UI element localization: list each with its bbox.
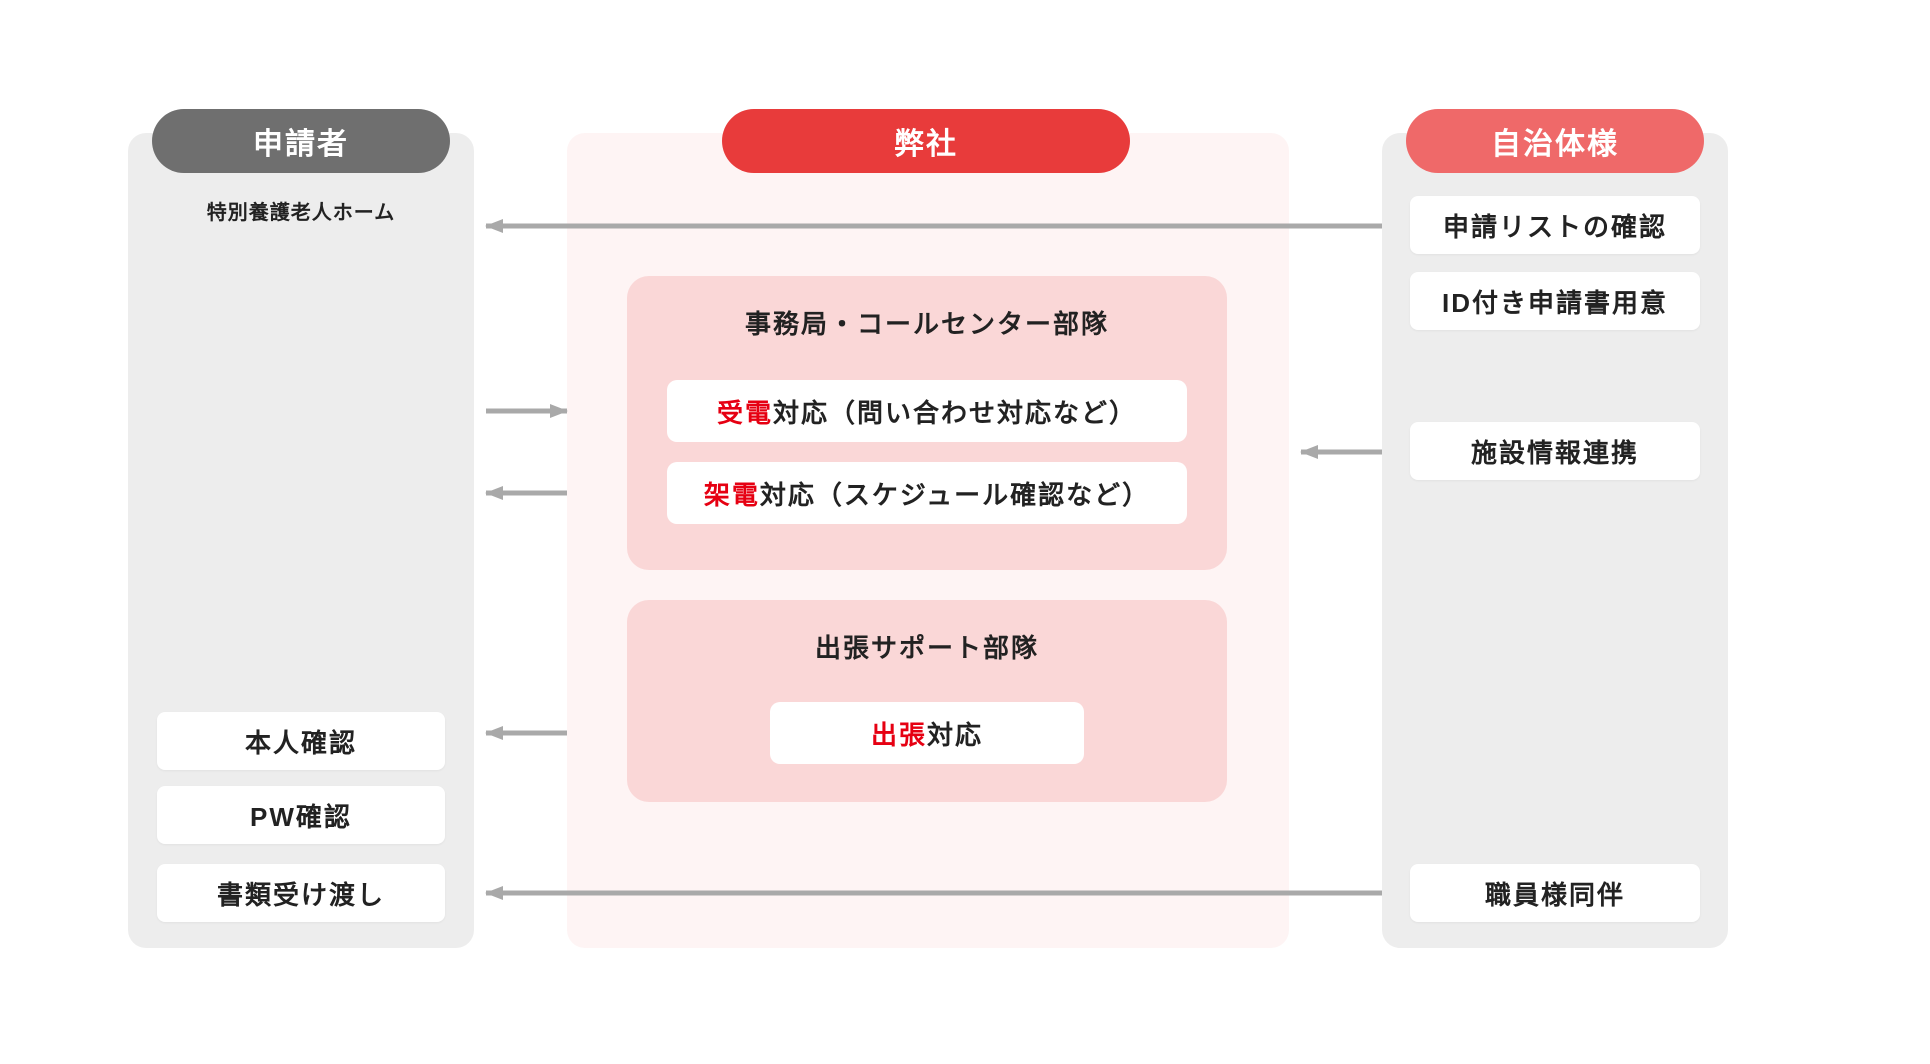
company-inner-title: 出張サポート部隊 bbox=[627, 628, 1227, 665]
municipality-card: 職員様同伴 bbox=[1410, 864, 1700, 922]
company-inner-card: 出張対応 bbox=[770, 702, 1084, 764]
municipality-card: ID付き申請書用意 bbox=[1410, 272, 1700, 330]
municipality-panel bbox=[1382, 133, 1728, 948]
municipality-pill: 自治体様 bbox=[1406, 109, 1704, 173]
applicant-pill: 申請者 bbox=[152, 109, 450, 173]
company-inner-card: 受電対応（問い合わせ対応など） bbox=[667, 380, 1187, 442]
diagram-stage: 申請者 特別養護老人ホーム 本人確認 PW確認書類受け渡し 弊社 事務局・コールセ… bbox=[0, 0, 1930, 1064]
municipality-card: 施設情報連携 bbox=[1410, 422, 1700, 480]
municipality-card: 申請リストの確認 bbox=[1410, 196, 1700, 254]
applicant-card: PW確認 bbox=[157, 786, 445, 844]
company-pill: 弊社 bbox=[722, 109, 1130, 173]
company-inner-title: 事務局・コールセンター部隊 bbox=[627, 304, 1227, 341]
applicant-card: 書類受け渡し bbox=[157, 864, 445, 922]
applicant-pill-label: 申請者 bbox=[253, 119, 349, 163]
municipality-pill-label: 自治体様 bbox=[1491, 119, 1619, 163]
applicant-sublabel: 特別養護老人ホーム bbox=[128, 196, 474, 225]
company-inner-card: 架電対応（スケジュール確認など） bbox=[667, 462, 1187, 524]
company-pill-label: 弊社 bbox=[894, 119, 958, 163]
applicant-card: 本人確認 bbox=[157, 712, 445, 770]
